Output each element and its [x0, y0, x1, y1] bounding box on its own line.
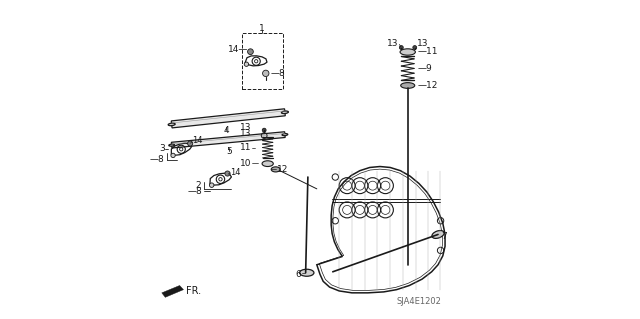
- Text: 14: 14: [230, 168, 241, 177]
- Text: 2: 2: [196, 181, 202, 190]
- Polygon shape: [162, 286, 184, 297]
- Text: —12: —12: [417, 81, 438, 90]
- Ellipse shape: [400, 49, 415, 55]
- Text: 5: 5: [226, 147, 232, 156]
- Circle shape: [171, 153, 175, 158]
- Text: 14: 14: [193, 137, 203, 145]
- Text: SJA4E1202: SJA4E1202: [396, 297, 442, 306]
- Text: FR.: FR.: [186, 286, 201, 296]
- Circle shape: [188, 141, 193, 146]
- Text: —8: —8: [271, 69, 285, 78]
- Text: 6: 6: [295, 270, 301, 279]
- Text: 13: 13: [387, 39, 399, 48]
- Circle shape: [225, 171, 230, 176]
- Text: 13: 13: [417, 39, 429, 48]
- Ellipse shape: [168, 123, 175, 126]
- Text: —9: —9: [417, 64, 432, 73]
- Text: —11: —11: [417, 48, 438, 56]
- Ellipse shape: [169, 144, 175, 146]
- Polygon shape: [172, 132, 285, 148]
- Text: 3: 3: [159, 144, 164, 153]
- Circle shape: [244, 62, 248, 66]
- Circle shape: [399, 46, 403, 49]
- Circle shape: [262, 70, 269, 77]
- Circle shape: [262, 128, 266, 132]
- Ellipse shape: [300, 269, 314, 276]
- Text: 4: 4: [223, 126, 228, 135]
- Ellipse shape: [271, 167, 280, 172]
- Text: —8: —8: [188, 187, 203, 196]
- Circle shape: [209, 183, 214, 187]
- Text: 7: 7: [441, 232, 447, 241]
- Ellipse shape: [282, 111, 289, 114]
- Text: 10: 10: [240, 159, 252, 167]
- Ellipse shape: [262, 161, 273, 167]
- Text: 1: 1: [259, 24, 265, 33]
- Text: —8: —8: [150, 155, 164, 164]
- Ellipse shape: [282, 134, 288, 136]
- Circle shape: [413, 46, 417, 49]
- Circle shape: [248, 49, 253, 55]
- Text: 11: 11: [240, 143, 252, 152]
- Ellipse shape: [401, 83, 415, 88]
- Ellipse shape: [432, 231, 444, 238]
- Polygon shape: [172, 109, 285, 128]
- Text: 14—: 14—: [228, 45, 248, 54]
- Text: 13: 13: [240, 123, 252, 132]
- Text: 12: 12: [277, 165, 288, 174]
- Text: 13: 13: [240, 130, 252, 138]
